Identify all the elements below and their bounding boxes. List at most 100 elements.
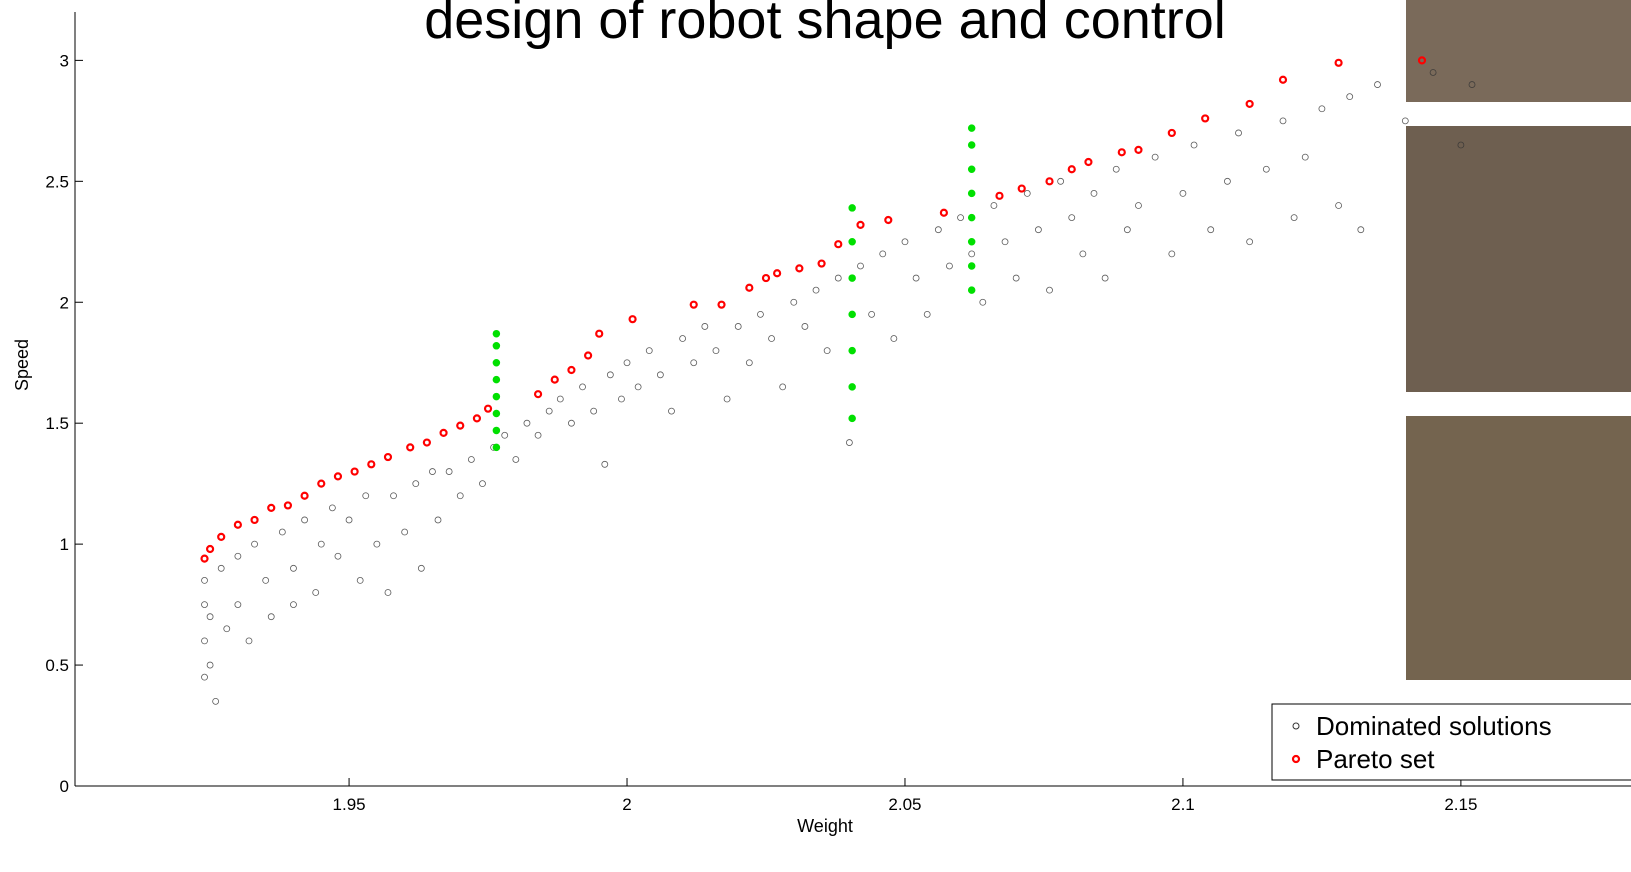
point bbox=[245, 637, 253, 645]
point bbox=[848, 414, 856, 423]
point bbox=[1117, 148, 1126, 157]
point bbox=[967, 165, 976, 173]
point bbox=[206, 613, 214, 621]
point bbox=[857, 262, 864, 270]
legend-box bbox=[1271, 703, 1631, 781]
point bbox=[567, 365, 576, 375]
y-tick-label: 2 bbox=[60, 293, 69, 312]
point bbox=[534, 431, 542, 439]
point bbox=[301, 516, 308, 524]
point bbox=[1012, 274, 1020, 282]
point bbox=[1084, 157, 1093, 167]
point bbox=[1279, 117, 1287, 125]
point bbox=[701, 323, 709, 330]
point bbox=[1067, 165, 1076, 174]
point bbox=[492, 426, 501, 435]
point bbox=[1301, 153, 1309, 161]
point bbox=[1235, 129, 1242, 137]
point bbox=[668, 407, 675, 415]
point bbox=[1468, 81, 1476, 88]
point bbox=[912, 274, 920, 282]
point bbox=[290, 601, 297, 608]
robot-photo bbox=[1406, 416, 1631, 680]
point bbox=[823, 347, 831, 355]
point bbox=[595, 329, 604, 338]
point bbox=[206, 661, 214, 669]
point bbox=[384, 589, 392, 596]
y-tick-label: 1.5 bbox=[45, 414, 69, 433]
point bbox=[1101, 274, 1109, 282]
point bbox=[795, 264, 804, 273]
point bbox=[501, 431, 509, 439]
point bbox=[723, 395, 731, 403]
chart-title: design of robot shape and control bbox=[424, 0, 1226, 50]
point bbox=[745, 283, 754, 292]
point bbox=[200, 554, 209, 563]
point bbox=[1046, 286, 1053, 294]
point bbox=[412, 480, 420, 488]
point bbox=[745, 359, 753, 367]
point bbox=[656, 371, 664, 379]
legend-label: Dominated solutions bbox=[1316, 711, 1552, 741]
point bbox=[957, 214, 964, 221]
point bbox=[250, 515, 259, 525]
point bbox=[390, 492, 397, 500]
point bbox=[990, 202, 998, 209]
robot-photo bbox=[1406, 126, 1631, 392]
point bbox=[734, 323, 742, 330]
point bbox=[1290, 214, 1298, 221]
point bbox=[1168, 250, 1176, 258]
y-tick-label: 3 bbox=[60, 51, 69, 70]
point bbox=[812, 286, 820, 294]
point bbox=[556, 395, 564, 403]
point bbox=[967, 189, 976, 198]
x-axis-label: Weight bbox=[797, 816, 853, 836]
point bbox=[967, 286, 976, 294]
point bbox=[717, 300, 726, 309]
point bbox=[267, 503, 276, 512]
point bbox=[1429, 69, 1437, 76]
x-tick-label: 2.1 bbox=[1171, 795, 1195, 814]
point bbox=[356, 577, 364, 584]
point bbox=[406, 443, 415, 452]
point bbox=[967, 141, 976, 149]
point bbox=[1034, 226, 1042, 234]
point bbox=[445, 468, 453, 475]
point bbox=[512, 456, 520, 463]
point bbox=[601, 460, 609, 468]
point bbox=[217, 532, 226, 541]
point bbox=[845, 439, 853, 446]
x-tick-label: 2 bbox=[622, 795, 631, 814]
point bbox=[212, 697, 220, 705]
point bbox=[1017, 184, 1026, 193]
point bbox=[868, 310, 876, 318]
point bbox=[634, 383, 642, 391]
y-tick-label: 1 bbox=[60, 535, 69, 554]
x-tick-label: 2.05 bbox=[888, 795, 921, 814]
point bbox=[623, 359, 631, 367]
point bbox=[606, 371, 614, 379]
point bbox=[1057, 177, 1065, 185]
point bbox=[234, 601, 242, 608]
point bbox=[434, 516, 442, 524]
point bbox=[967, 124, 976, 132]
point bbox=[262, 577, 270, 584]
point bbox=[1068, 214, 1076, 221]
point bbox=[492, 392, 501, 401]
point bbox=[1179, 190, 1187, 197]
point bbox=[1246, 238, 1254, 246]
point bbox=[584, 351, 593, 360]
point bbox=[848, 346, 856, 355]
point bbox=[1401, 117, 1409, 125]
point bbox=[834, 274, 842, 282]
point bbox=[217, 564, 225, 572]
point bbox=[312, 589, 320, 596]
point bbox=[967, 213, 976, 222]
point bbox=[946, 262, 953, 270]
point bbox=[492, 329, 501, 338]
point bbox=[1346, 93, 1354, 101]
point bbox=[201, 601, 208, 608]
point bbox=[492, 375, 501, 384]
point bbox=[373, 540, 381, 548]
